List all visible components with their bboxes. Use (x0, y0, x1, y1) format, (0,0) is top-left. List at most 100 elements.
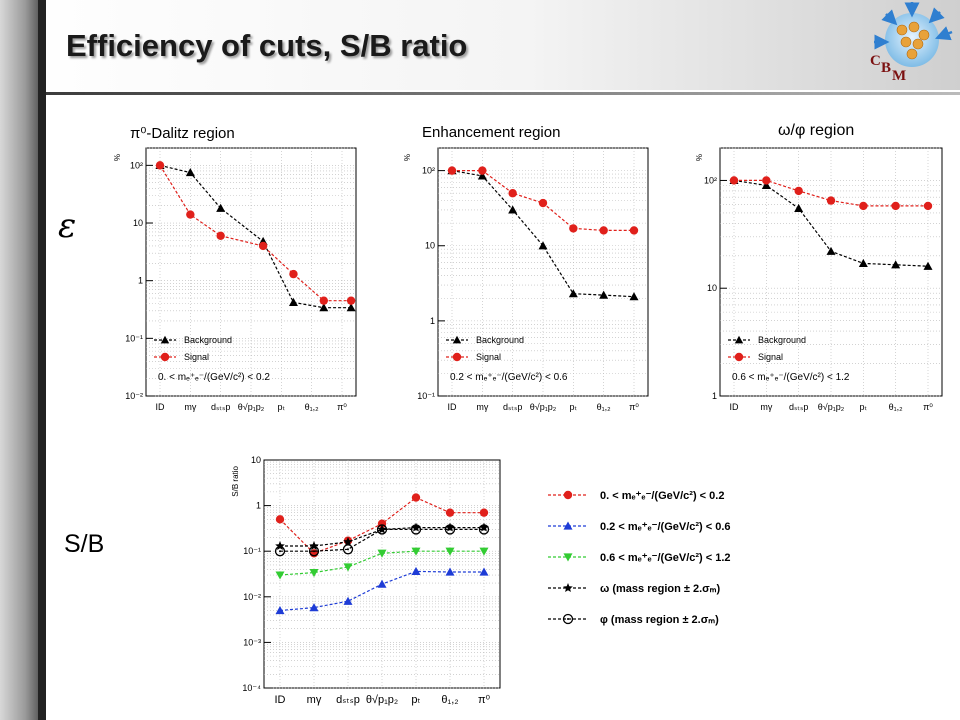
y-tick-label: 1 (256, 501, 261, 511)
data-point (319, 296, 328, 305)
legend-marker (563, 583, 573, 592)
legend-label: ω (mass region ± 2.σₘ) (600, 583, 721, 595)
logo-letter-m: M (892, 68, 906, 84)
legend-marker (160, 335, 170, 344)
x-tick-label: mγ (307, 694, 322, 706)
data-point (343, 536, 353, 546)
y-tick-label: 10 (251, 455, 261, 465)
y-tick-label: 10 (425, 241, 435, 251)
data-point (216, 231, 225, 241)
data-point (629, 226, 639, 235)
data-point (319, 303, 329, 312)
data-point (410, 524, 422, 535)
data-point-center (313, 550, 315, 553)
data-point (185, 168, 195, 177)
y-axis-label: S/B ratio (231, 465, 240, 496)
y-tick-label: 10⁻² (243, 592, 261, 602)
data-point (411, 493, 421, 502)
x-tick-label: mγ (476, 402, 488, 412)
data-point (445, 522, 455, 532)
panel-title-omega-phi: ω/φ region (778, 122, 855, 139)
legend-cut-label: 0.6 < mₑ⁺ₑ⁻/(GeV/c²) < 1.2 (732, 372, 850, 383)
data-point (508, 205, 518, 214)
chart-enhancement-efficiency: 10² 10 1 10⁻¹% ID mγ dₛₜₛp θ√p₁p₂ pₜ θ₁,₂ π⁰ Backgr… (403, 147, 649, 412)
x-tick-label: θ₁,₂ (305, 402, 320, 412)
logo-letter-b: B (881, 60, 891, 76)
y-tick-label: 10² (704, 175, 717, 185)
legend-label: Signal (476, 352, 501, 362)
data-point (258, 241, 268, 251)
data-point (445, 567, 455, 576)
legend-label: Background (184, 335, 232, 345)
data-point-center (279, 550, 281, 553)
y-tick-label: 10² (422, 166, 435, 176)
data-point (891, 201, 900, 211)
legend-cut-label: 0. < mₑ⁺ₑ⁻/(GeV/c²) < 0.2 (158, 372, 270, 383)
data-point (411, 547, 421, 556)
x-tick-label: ID (275, 694, 286, 706)
data-point (479, 547, 489, 556)
chart-sb-ratio: 10 1 10⁻¹ 10⁻² 10⁻³ 10⁻⁴ S/B ratio ID mγ dₛₜₛp θ√p… (231, 455, 731, 706)
data-point (309, 603, 319, 612)
legend-marker (452, 352, 462, 362)
logo-letter-c: C (870, 53, 881, 69)
data-point (411, 522, 421, 532)
header-bar (0, 0, 960, 90)
x-tick-label: dₛₜₛp (211, 402, 230, 412)
x-tick-label: mγ (760, 402, 772, 412)
x-tick-label: π⁰ (923, 402, 933, 412)
legend-label: φ (mass region ± 2.σₘ) (600, 614, 719, 626)
data-point (923, 261, 933, 270)
legend: Background Signal 0. < mₑ⁺ₑ⁻/(GeV/c²) < 0.… (154, 335, 270, 383)
legend-label: 0.6 < mₑ⁺ₑ⁻/(GeV/c²) < 1.2 (600, 552, 731, 564)
y-tick-label: 1 (430, 316, 435, 326)
x-tick-label: π⁰ (478, 694, 491, 706)
legend-marker (563, 490, 573, 500)
y-tick-label: 10 (707, 283, 717, 293)
data-point (568, 289, 578, 298)
slide-title: Efficiency of cuts, S/B ratio (66, 28, 468, 63)
y-tick-label: 10⁻¹ (243, 546, 261, 556)
x-tick-label: θ₁,₂ (441, 694, 458, 706)
data-point (289, 269, 298, 279)
y-tick-label: 1 (712, 391, 717, 401)
data-point (346, 296, 356, 305)
data-point (445, 547, 455, 556)
legend-label: Signal (184, 352, 209, 362)
legend-cut-label: 0.2 < mₑ⁺ₑ⁻/(GeV/c²) < 0.6 (450, 372, 568, 383)
x-tick-label: ID (156, 402, 166, 412)
data-point (343, 563, 353, 572)
y-tick-label: 10⁻³ (243, 637, 261, 647)
data-point-center (415, 528, 417, 531)
chart-omega-phi-efficiency: 10² 10 1% ID mγ dₛₜₛp θ√p₁p₂ pₜ θ₁,₂ π⁰ Background… (695, 147, 943, 412)
data-point (477, 171, 487, 180)
x-tick-label: θ₁,₂ (889, 402, 904, 412)
data-point (538, 241, 548, 250)
data-point (343, 596, 353, 605)
x-tick-label: pₜ (569, 402, 577, 412)
panel-title-pi0-dalitz: π⁰-Dalitz region (130, 125, 235, 142)
y-axis-label: % (403, 154, 412, 161)
data-point (891, 260, 901, 269)
y-tick-label: 10⁻⁴ (242, 683, 261, 693)
data-point (275, 606, 285, 615)
data-point (447, 166, 457, 175)
data-point (729, 176, 739, 185)
data-point (275, 541, 285, 550)
data-point (186, 210, 195, 219)
data-point (508, 189, 517, 198)
x-tick-label: pₜ (859, 402, 867, 412)
data-point (376, 524, 388, 535)
data-point (377, 549, 387, 558)
data-point (445, 508, 455, 517)
x-tick-label: pₜ (411, 694, 420, 706)
legend-marker (160, 352, 170, 362)
sb-label: S/B (64, 530, 105, 558)
data-point (923, 201, 933, 211)
y-tick-label: 10⁻¹ (125, 333, 143, 343)
data-point (794, 203, 804, 213)
x-tick-label: θ√p₁p₂ (366, 694, 398, 706)
data-point (274, 546, 286, 557)
x-tick-label: dₛₜₛp (503, 402, 522, 412)
data-point-center (347, 548, 349, 551)
